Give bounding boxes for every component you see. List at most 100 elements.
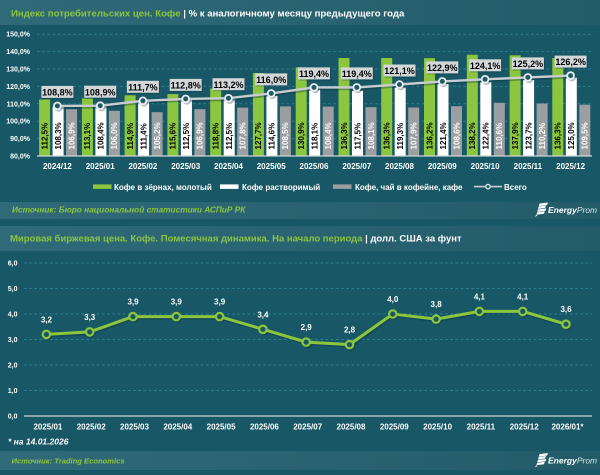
svg-text:2025/06: 2025/06 [300,162,329,171]
svg-text:2025/12: 2025/12 [510,423,539,432]
svg-text:106,9%: 106,9% [67,122,76,149]
svg-text:EnergyProm: EnergyProm [548,205,597,215]
svg-text:115,6%: 115,6% [169,123,178,150]
svg-text:125,2%: 125,2% [513,59,544,69]
svg-text:118,1%: 118,1% [311,123,320,150]
svg-text:112,5%: 112,5% [182,123,191,150]
svg-text:4,0: 4,0 [387,295,399,304]
svg-text:116,0%: 116,0% [256,75,286,85]
svg-text:108,3%: 108,3% [54,122,63,149]
svg-text:2025/11: 2025/11 [467,423,496,432]
svg-text:110,0%: 110,0% [7,101,31,108]
svg-text:127,7%: 127,7% [254,122,263,149]
svg-text:123,7%: 123,7% [524,122,533,149]
svg-text:108,6%: 108,6% [452,122,461,149]
svg-text:136,2%: 136,2% [425,122,434,149]
svg-text:109,5%: 109,5% [581,122,590,149]
svg-text:Источник: Trading Economics: Источник: Trading Economics [12,457,125,466]
svg-text:2025/11: 2025/11 [514,162,543,171]
svg-text:107,9%: 107,9% [410,122,419,149]
svg-text:117,5%: 117,5% [353,123,362,150]
svg-text:2025/01: 2025/01 [33,423,62,432]
svg-text:114,9%: 114,9% [126,123,135,150]
svg-text:126,2%: 126,2% [555,57,586,67]
svg-text:119,4%: 119,4% [299,69,329,79]
svg-text:3,0: 3,0 [8,337,18,344]
svg-text:119,4%: 119,4% [342,69,372,79]
svg-text:110,6%: 110,6% [495,123,504,150]
svg-text:111,4%: 111,4% [139,123,148,149]
svg-text:Кофе в зёрнах, молотый: Кофе в зёрнах, молотый [114,183,212,192]
svg-text:80,0%: 80,0% [10,154,31,161]
svg-text:121,1%: 121,1% [384,66,415,76]
svg-text:108,4%: 108,4% [97,122,106,149]
svg-text:2025/12: 2025/12 [556,162,585,171]
svg-text:2025/07: 2025/07 [342,162,371,171]
svg-text:* на 14.01.2026: * на 14.01.2026 [8,437,69,447]
svg-text:2025/06: 2025/06 [250,423,279,432]
svg-text:108,1%: 108,1% [367,122,376,149]
svg-text:0,0: 0,0 [8,414,18,421]
svg-text:118,8%: 118,8% [212,123,221,150]
svg-text:120,0%: 120,0% [6,84,31,91]
svg-text:106,0%: 106,0% [110,122,119,149]
svg-text:110,2%: 110,2% [538,123,547,150]
svg-text:113,2%: 113,2% [213,80,243,90]
svg-text:119,3%: 119,3% [396,123,405,150]
svg-text:105,2%: 105,2% [153,122,162,149]
svg-text:2025/10: 2025/10 [423,423,452,432]
svg-text:2025/04: 2025/04 [163,423,192,432]
svg-text:Кофе, чай в кофейне, кафе: Кофе, чай в кофейне, кафе [355,183,463,192]
svg-text:112,5%: 112,5% [225,123,234,150]
svg-text:107,8%: 107,8% [239,122,248,149]
svg-text:3,6: 3,6 [560,305,572,314]
svg-text:2025/05: 2025/05 [257,162,286,171]
svg-text:2025/09: 2025/09 [380,423,409,432]
svg-text:122,9%: 122,9% [427,63,458,73]
svg-text:2025/08: 2025/08 [337,423,366,432]
svg-text:130,0%: 130,0% [6,67,31,74]
svg-text:3,8: 3,8 [431,300,443,309]
svg-text:136,3%: 136,3% [340,122,349,149]
svg-text:3,4: 3,4 [257,310,269,319]
svg-text:Мировая биржевая цена. Кофе. П: Мировая биржевая цена. Кофе. Помесячная … [10,234,462,245]
svg-text:2024/12: 2024/12 [43,162,72,171]
svg-text:3,9: 3,9 [127,298,139,307]
svg-text:2,9: 2,9 [301,323,313,332]
svg-text:122,4%: 122,4% [482,122,491,149]
svg-text:3,9: 3,9 [171,298,183,307]
svg-text:2025/01: 2025/01 [86,162,115,171]
svg-text:3,9: 3,9 [214,298,226,307]
svg-text:Всего: Всего [504,183,527,192]
svg-text:Индекс потребительских цен. Ко: Индекс потребительских цен. Кофе | % к а… [11,9,405,20]
svg-text:Источник: Бюро национальной ст: Источник: Бюро национальной статистики А… [12,205,246,215]
svg-text:6,0: 6,0 [8,261,18,268]
svg-text:108,4%: 108,4% [324,122,333,149]
svg-text:90,0%: 90,0% [10,136,31,143]
svg-text:121,4%: 121,4% [439,122,448,149]
svg-text:4,1: 4,1 [474,292,486,301]
svg-text:137,9%: 137,9% [511,122,520,149]
svg-text:2025/03: 2025/03 [120,423,149,432]
svg-text:138,2%: 138,2% [468,122,477,149]
svg-text:125,0%: 125,0% [567,122,576,149]
svg-text:2025/08: 2025/08 [385,162,414,171]
svg-text:4,1: 4,1 [517,292,529,301]
svg-text:2025/10: 2025/10 [471,162,500,171]
svg-text:2025/07: 2025/07 [293,423,322,432]
svg-text:2025/02: 2025/02 [77,423,106,432]
svg-text:150,0%: 150,0% [6,32,31,39]
svg-text:106,9%: 106,9% [196,122,205,149]
svg-text:140,0%: 140,0% [6,49,31,56]
svg-text:1,0: 1,0 [8,388,18,395]
svg-text:136,3%: 136,3% [554,122,563,149]
svg-text:114,6%: 114,6% [268,123,277,150]
svg-text:Кофе растворимый: Кофе растворимый [242,183,320,192]
svg-text:3,2: 3,2 [41,315,53,324]
svg-text:3,3: 3,3 [84,313,96,322]
svg-text:2025/03: 2025/03 [171,162,200,171]
svg-text:108,5%: 108,5% [281,122,290,149]
svg-text:2025/05: 2025/05 [207,423,236,432]
svg-text:111,7%: 111,7% [128,82,158,92]
svg-text:130,9%: 130,9% [297,122,306,149]
